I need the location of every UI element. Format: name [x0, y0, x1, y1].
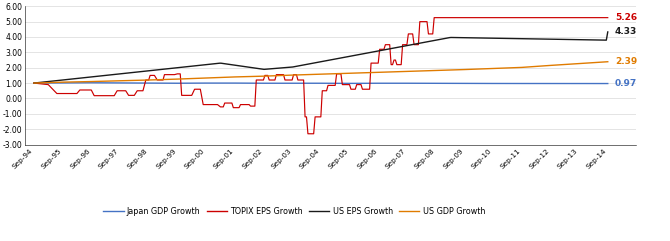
Text: 4.33: 4.33	[615, 27, 637, 36]
Text: 5.26: 5.26	[615, 13, 637, 22]
Text: 0.97: 0.97	[615, 79, 637, 88]
Legend: Japan GDP Growth, TOPIX EPS Growth, US EPS Growth, US GDP Growth: Japan GDP Growth, TOPIX EPS Growth, US E…	[100, 204, 488, 219]
Text: 2.39: 2.39	[615, 57, 637, 66]
